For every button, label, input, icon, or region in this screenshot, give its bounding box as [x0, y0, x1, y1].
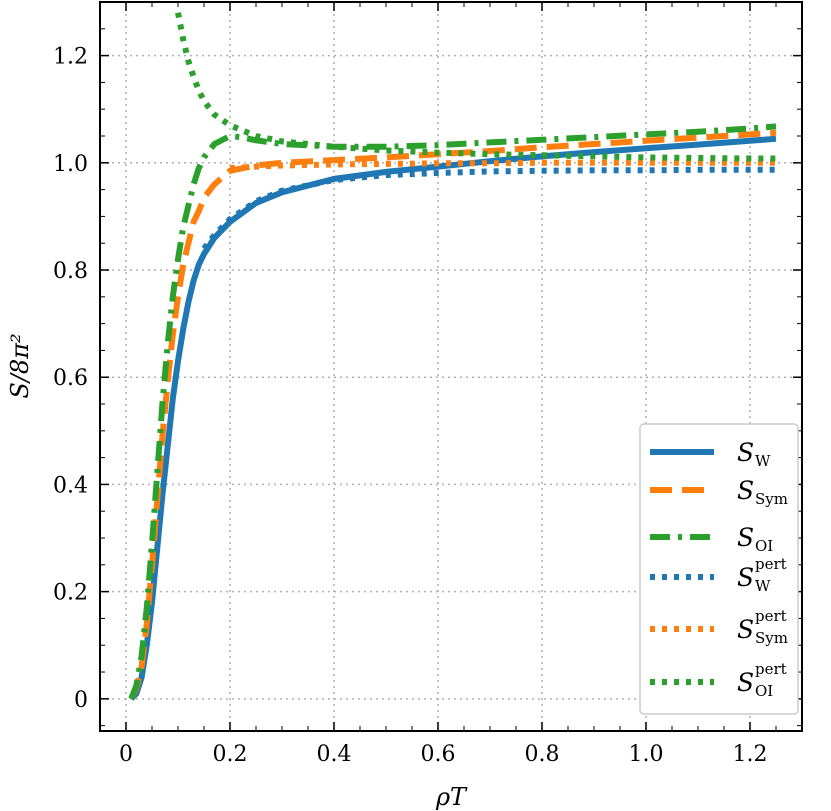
y-tick-label: 1.2 — [53, 45, 88, 70]
legend-label-sub: W — [755, 452, 771, 470]
x-axis-label: ρT — [435, 783, 468, 811]
tick-labels: 0 0.2 0.4 0.6 0.8 1.0 1.2 0 0.2 0.4 0.6 0.8 1.0 1.2 — [53, 45, 768, 767]
series-line-3 — [128, 123, 777, 700]
grid — [100, 2, 802, 731]
legend-frame — [639, 423, 799, 715]
legend-label-sub: W — [755, 577, 771, 595]
y-tick-label: 1.0 — [53, 152, 88, 177]
x-tick-label: 1.0 — [629, 742, 664, 767]
legend-label-sub: Sym — [755, 629, 788, 647]
y-tick-label: 0.8 — [53, 259, 88, 284]
legend-label-sub: OI — [755, 537, 773, 555]
x-tick-label: 0 — [119, 742, 133, 767]
x-tick-label: 0.2 — [213, 742, 248, 767]
y-axis-label: S/8π² — [6, 333, 34, 398]
legend-label-sup: pert — [755, 555, 787, 573]
y-tick-label: 0.4 — [53, 473, 88, 498]
y-tick-label: 0.2 — [53, 581, 88, 606]
legend-label-main: S — [737, 615, 754, 644]
y-tick-label: 0.6 — [53, 366, 88, 391]
major-ticks — [100, 2, 802, 731]
series-line-5 — [229, 159, 776, 172]
x-tick-label: 0.8 — [525, 742, 560, 767]
legend-label-sup: pert — [755, 660, 787, 678]
plot-frame — [99, 1, 803, 732]
legend-label-main: S — [737, 476, 754, 505]
legend-label-main: S — [737, 523, 754, 552]
x-tick-label: 0.6 — [421, 742, 456, 767]
legend-label-main: S — [737, 563, 754, 592]
series-line-4 — [201, 166, 776, 251]
series-lines — [128, 12, 777, 701]
legend-label-sub: Sym — [755, 490, 788, 508]
x-tick-label: 1.2 — [733, 742, 768, 767]
y-tick-label: 0 — [74, 688, 88, 713]
legend-label-sup: pert — [755, 607, 787, 625]
legend-label-sub: OI — [755, 682, 773, 700]
legend-label-main: S — [737, 438, 754, 467]
x-tick-label: 0.4 — [317, 742, 352, 767]
legend-label-main: S — [737, 668, 754, 697]
